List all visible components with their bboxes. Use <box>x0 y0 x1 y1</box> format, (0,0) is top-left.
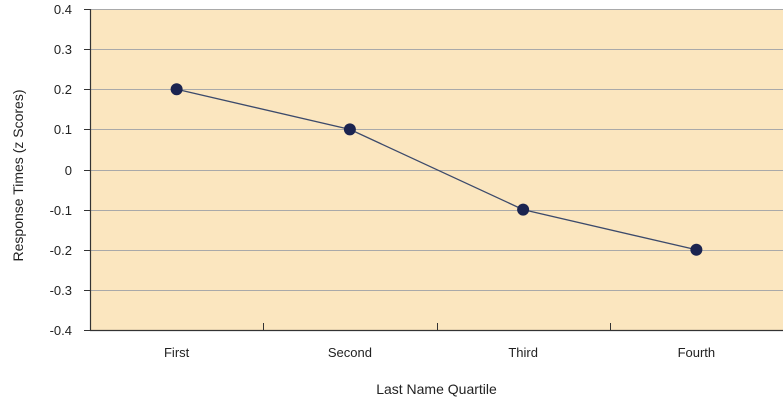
x-tick-label: First <box>164 345 190 360</box>
y-axis-ticks: 0.4 0.3 0.2 0.1 0 -0.1 -0.2 -0.3 -0.4 <box>50 2 90 338</box>
x-tick-label: Third <box>508 345 538 360</box>
x-tick-label: Fourth <box>678 345 716 360</box>
y-axis-title: Response Times (z Scores) <box>10 90 26 262</box>
axes <box>89 9 783 332</box>
y-tick-label: -0.4 <box>50 323 72 338</box>
data-point <box>517 203 530 216</box>
y-tick-label: 0.1 <box>54 122 72 137</box>
x-tick-label: Second <box>328 345 372 360</box>
x-axis-ticks: First Second Third Fourth <box>164 323 715 360</box>
y-tick-label: 0.3 <box>54 42 72 57</box>
series-line <box>176 88 697 251</box>
y-tick-label: -0.1 <box>50 203 72 218</box>
data-point <box>343 123 356 136</box>
x-axis-title: Last Name Quartile <box>376 381 497 397</box>
data-point <box>170 83 183 96</box>
y-tick-label: 0.4 <box>54 2 72 17</box>
data-series <box>170 83 703 256</box>
y-tick-label: 0 <box>65 163 72 178</box>
data-point <box>690 243 703 256</box>
y-tick-label: -0.3 <box>50 283 72 298</box>
y-tick-label: 0.2 <box>54 82 72 97</box>
y-tick-label: -0.2 <box>50 243 72 258</box>
gridlines <box>90 9 783 291</box>
